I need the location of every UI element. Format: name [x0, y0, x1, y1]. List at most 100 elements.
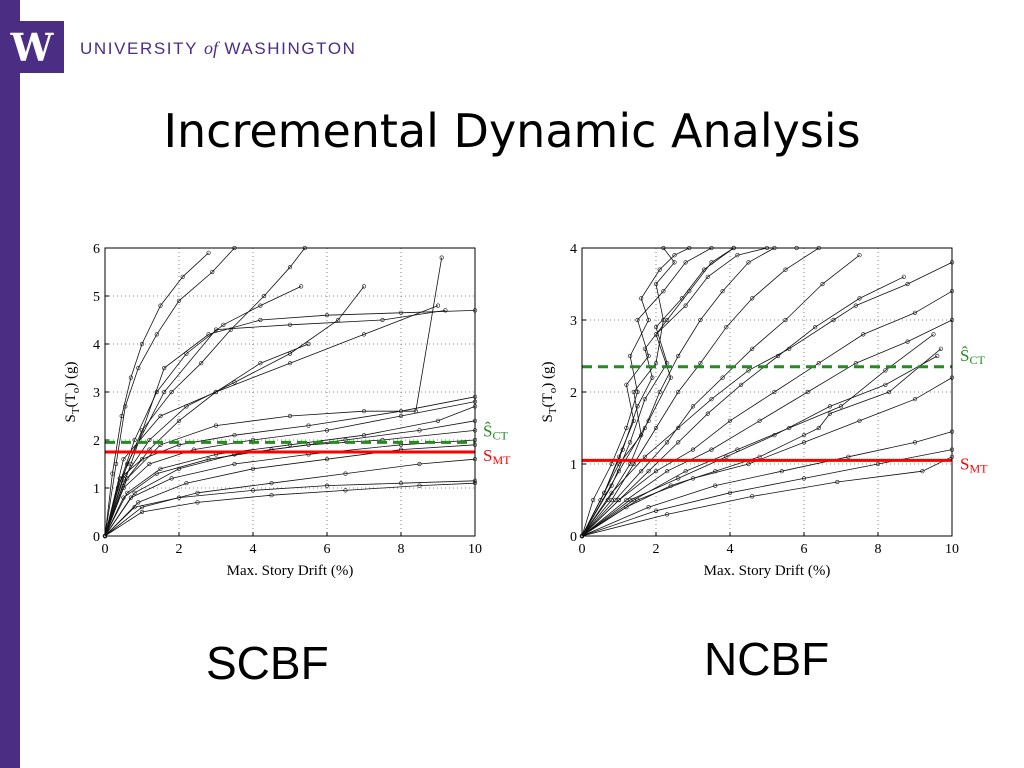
scbf-series-point — [158, 413, 163, 419]
ncbf-series-point — [746, 461, 751, 467]
scbf-series-point — [180, 274, 185, 279]
ncbf-series-point — [912, 440, 918, 445]
ncbf-series-line-20 — [581, 334, 934, 537]
ncbf-series-point — [772, 389, 777, 395]
ncbf-series-line-11 — [581, 377, 953, 537]
ncbf-series-point — [905, 339, 910, 344]
scbf-series-point — [324, 457, 330, 462]
scbf-series-line-20 — [104, 482, 476, 537]
scbf-series-point — [176, 466, 182, 471]
ncbf-series-point — [665, 361, 670, 366]
ncbf-series-point — [901, 274, 907, 279]
caption-ncbf: NCBF — [704, 633, 830, 685]
scbf-series-point — [136, 365, 141, 371]
ncbf-series-point — [805, 389, 810, 395]
ncbf-series-point — [631, 418, 636, 423]
ncbf-series-point — [779, 469, 784, 474]
ncbf-series-point — [683, 469, 688, 474]
ncbf-series-point — [820, 281, 825, 287]
ncbf-series-point — [676, 353, 681, 359]
scbf-series-line-15 — [104, 430, 476, 537]
scbf-series-point — [169, 389, 174, 395]
ncbf-series-line-8 — [581, 290, 953, 537]
ncbf-series-point — [750, 494, 755, 499]
ncbf-series-point — [883, 382, 888, 387]
ncbf-series-point — [705, 411, 710, 416]
scbf-series-point — [262, 293, 267, 299]
ncbf-series-point — [646, 317, 651, 323]
scbf-series-point — [417, 428, 422, 433]
ncbf-series-point — [827, 411, 833, 416]
ncbf-series-line-19 — [581, 262, 953, 537]
scbf-series-point — [398, 310, 404, 315]
ncbf-series-point — [627, 440, 633, 445]
ncbf-series-point — [713, 469, 718, 474]
scbf-series-point — [398, 409, 404, 414]
ncbf-series-point — [816, 425, 821, 431]
ncbf-series-line-14 — [581, 449, 953, 537]
ncbf-series-point — [709, 447, 714, 452]
ncbf-series-point — [727, 490, 733, 495]
ncbf-series-point — [698, 361, 703, 366]
scbf-series-point — [123, 404, 128, 409]
scbf-series-point — [361, 433, 367, 438]
ncbf-xtick-label: 10 — [945, 542, 959, 557]
scbf-series-point — [324, 428, 330, 433]
scbf-series-point — [435, 418, 441, 423]
scbf-ytick-label: 3 — [93, 386, 100, 401]
ncbf-series-point — [838, 404, 844, 409]
scbf-series-point — [199, 361, 204, 366]
scbf-series-point — [121, 485, 126, 491]
scbf-xtick-label: 0 — [102, 542, 109, 557]
ncbf-series-point — [653, 508, 659, 513]
scbf-series-line-10 — [104, 257, 443, 537]
scbf-series-point — [206, 332, 211, 337]
ncbf-series-point — [857, 253, 862, 258]
ncbf-series-point — [635, 317, 640, 323]
ncbf-series-point — [698, 317, 703, 323]
ncbf-series-point — [724, 454, 729, 459]
ncbf-ytick-label: 2 — [570, 386, 577, 401]
scbf-xtick-label: 6 — [324, 542, 331, 557]
ncbf-series-point — [783, 267, 788, 272]
ncbf-ytick-label: 4 — [570, 242, 577, 257]
ncbf-xtick-label: 8 — [875, 542, 882, 557]
wordmark-of: of — [204, 38, 219, 58]
ncbf-series-point — [627, 353, 633, 359]
scbf-series-line-19 — [104, 480, 476, 537]
scbf-series-point — [417, 483, 422, 488]
scbf-series-point — [147, 461, 152, 467]
scbf-series-point — [361, 332, 367, 337]
scbf-series-point — [443, 308, 448, 313]
scbf-series-point — [306, 423, 311, 428]
ncbf-series-line-12 — [581, 348, 942, 537]
scbf-series-point — [154, 471, 159, 476]
scbf-series-point — [128, 495, 133, 500]
ncbf-series-line-16 — [581, 247, 797, 537]
ncbf-ytick-label: 3 — [570, 314, 577, 329]
scbf-series-point — [176, 418, 182, 423]
ncbf-series-line-6 — [581, 254, 860, 537]
ncbf-series-point — [757, 418, 762, 423]
ncbf-series-point — [668, 375, 673, 380]
ncbf-series-point — [690, 476, 696, 481]
ncbf-series-point — [816, 361, 821, 366]
scbf-series-point — [269, 481, 274, 486]
scbf-xlabel: Max. Story Drift (%) — [227, 563, 354, 579]
ncbf-series-point — [679, 296, 684, 301]
scbf-series-point — [221, 322, 226, 327]
ncbf-series-point — [861, 332, 866, 337]
ncbf-series-point — [616, 497, 622, 503]
scbf-series-point — [258, 303, 263, 308]
scbf-series-point — [306, 442, 311, 447]
scbf-series-point — [132, 505, 137, 510]
scbf-series-point — [210, 269, 215, 275]
ncbf-series-line-1 — [581, 247, 690, 537]
scbf-series-line-14 — [104, 420, 476, 537]
scbf-series-point — [128, 375, 133, 380]
ncbf-series-point — [635, 404, 640, 409]
ncbf-series-point — [646, 418, 651, 423]
ncbf-series-point — [646, 469, 651, 474]
scbf-series-line-5 — [104, 343, 309, 537]
scbf-series-point — [287, 351, 293, 356]
